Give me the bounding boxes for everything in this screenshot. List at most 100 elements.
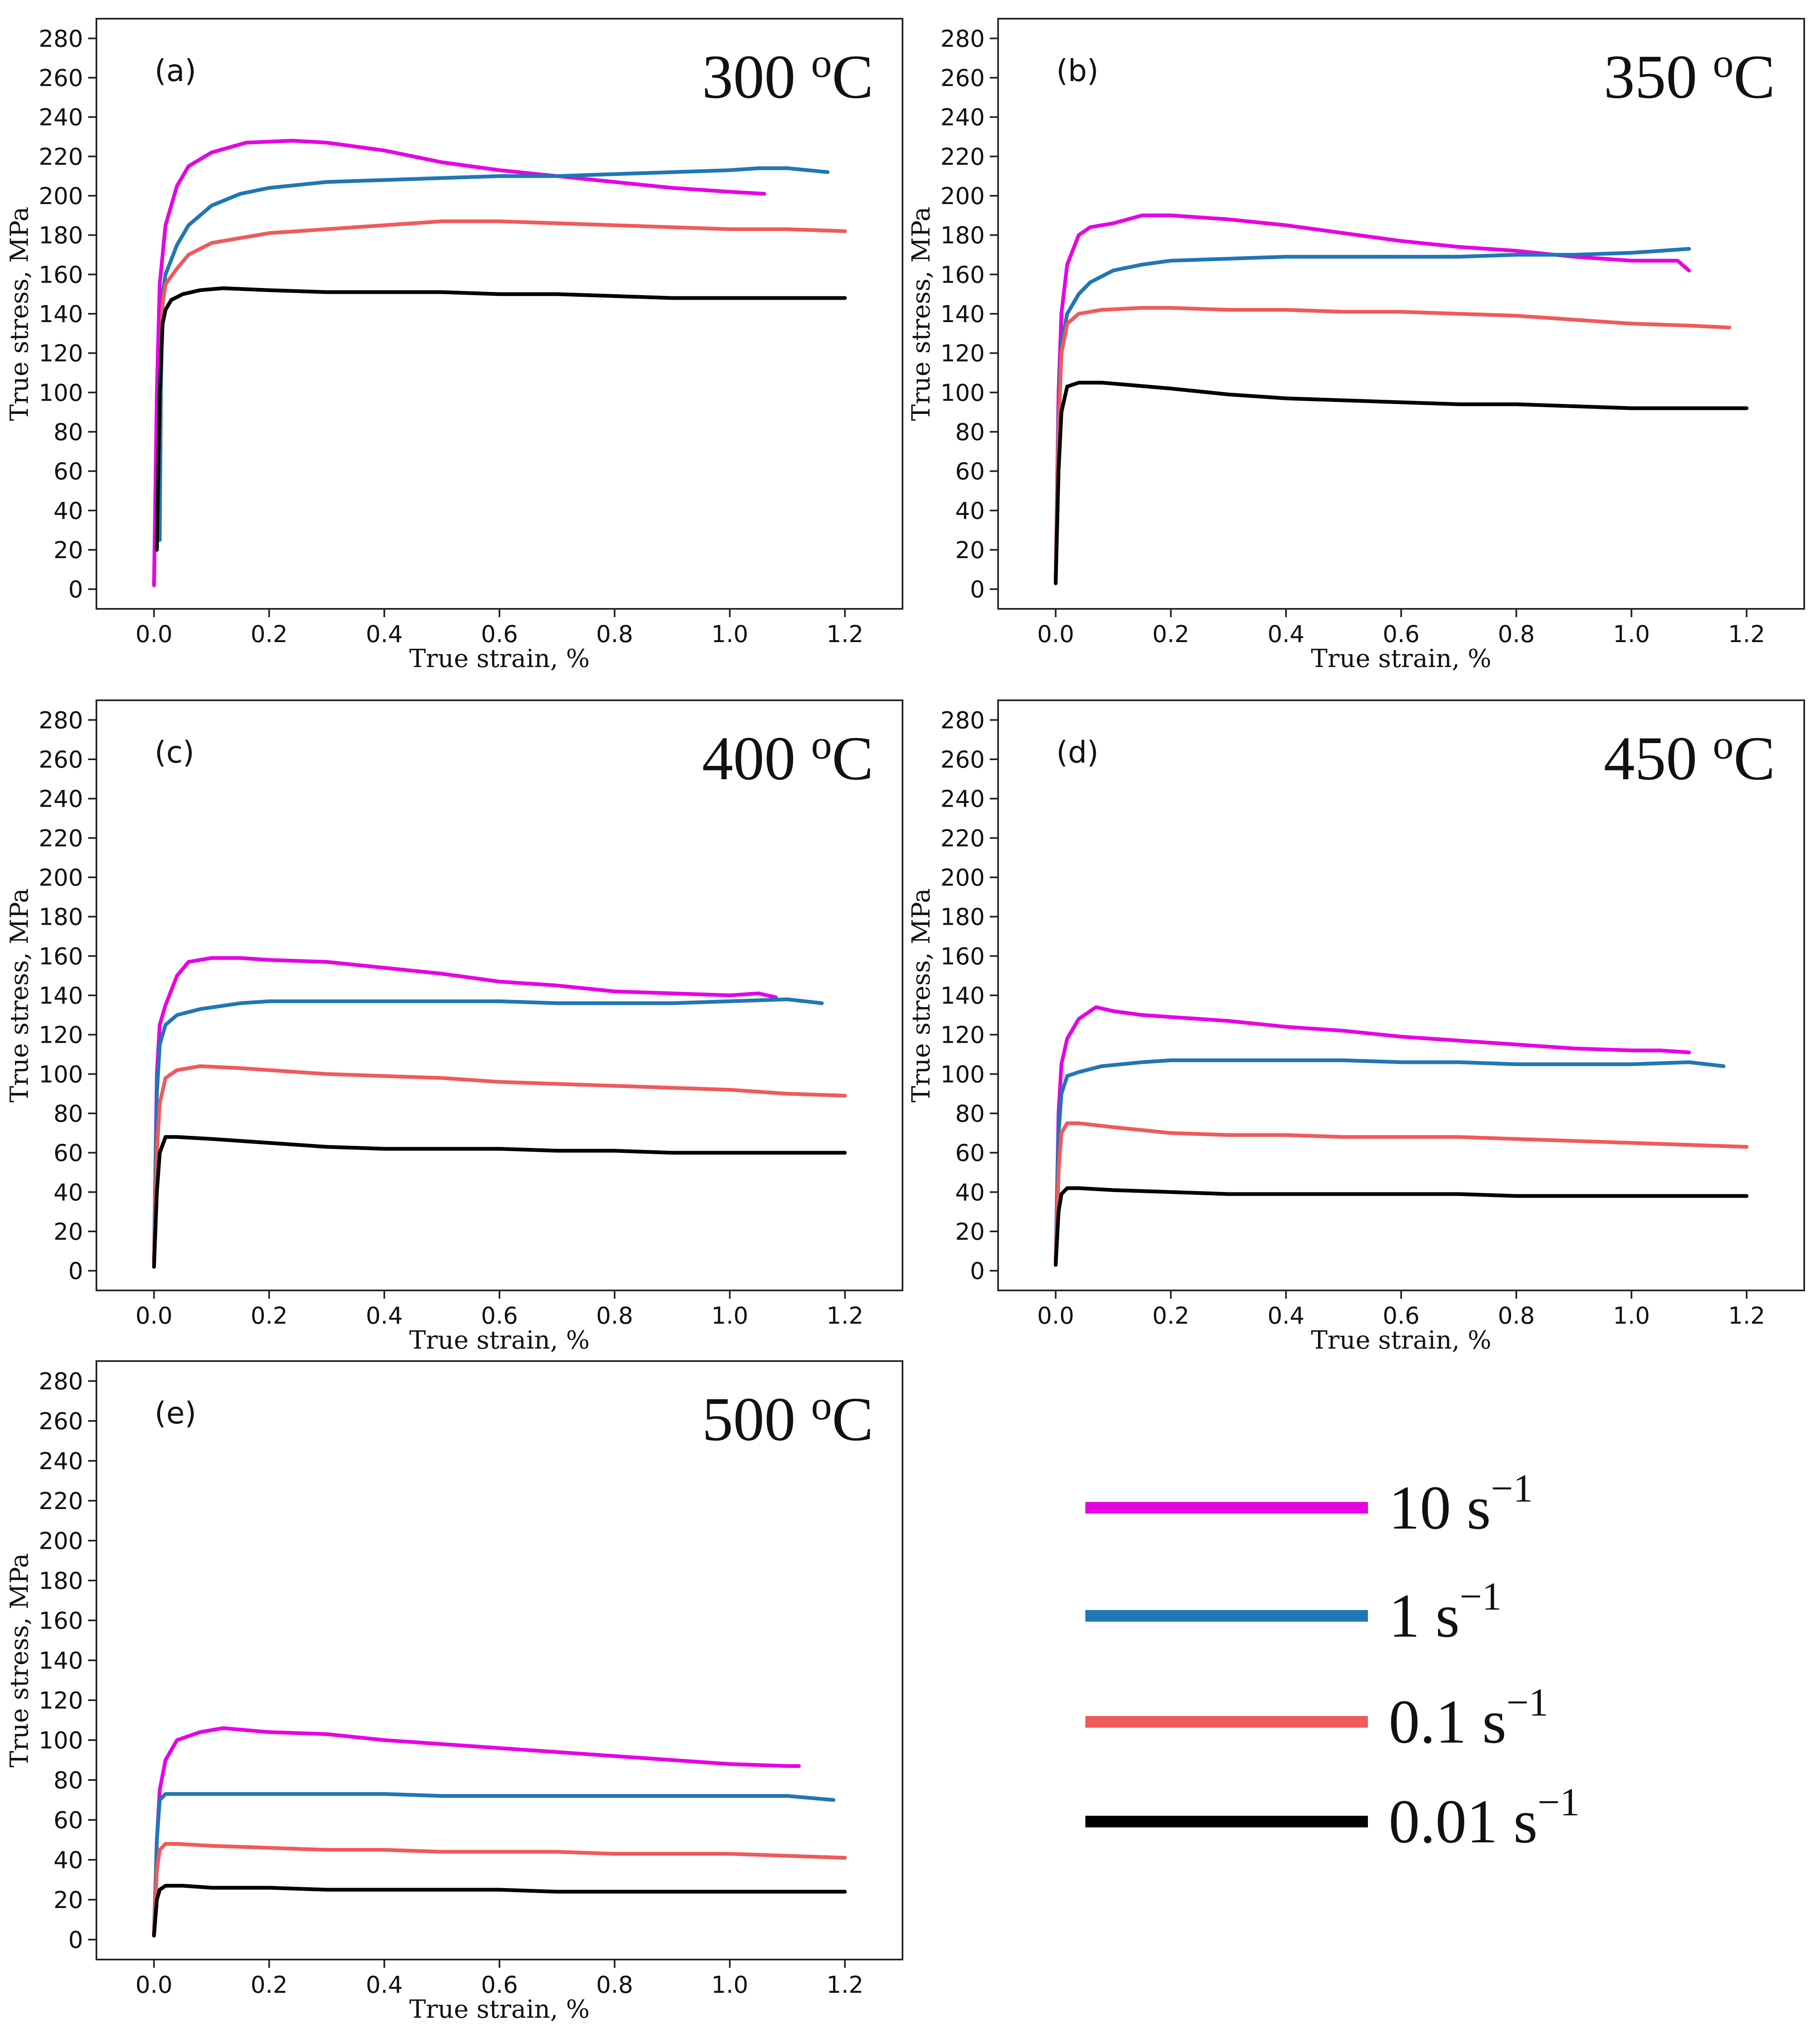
x-tick-label: 0.6 [481,1302,518,1329]
y-tick-label: 60 [54,1140,83,1167]
legend-label: 0.1 s−1 [1389,1680,1548,1756]
y-tick-label: 120 [39,1022,83,1049]
y-tick-label: 60 [54,458,83,485]
temperature-label: 300 oC [702,40,873,111]
legend-item: 1 s−1 [1085,1574,1502,1650]
chart-panels: 0204060801001201401601802002202402602800… [5,18,1805,2024]
x-tick-label: 0.8 [1498,621,1535,648]
x-tick-label: 1.2 [826,1302,863,1329]
y-tick-label: 240 [940,786,985,813]
x-axis-title: True strain, % [409,1995,590,2024]
x-axis-title: True strain, % [1311,644,1491,673]
series-line-1-per-s [157,166,830,542]
series-line-0p01-per-s [1054,381,1749,585]
x-tick-label: 0.6 [481,621,518,648]
x-tick-label: 0.4 [366,1302,403,1329]
series-line-1-per-s [1054,1058,1726,1263]
x-tick-label: 1.2 [1728,621,1765,648]
x-tick-label: 0.6 [1382,621,1419,648]
y-axis-title: True stress, MPa [5,888,34,1103]
y-tick-label: 100 [39,1061,83,1088]
y-tick-label: 120 [39,340,83,367]
y-tick-label: 200 [940,183,985,210]
y-axis-title: True stress, MPa [5,1553,34,1768]
x-tick-label: 1.0 [1613,1302,1650,1329]
x-tick-label: 0.2 [251,1972,288,1999]
y-tick-label: 220 [39,143,83,170]
y-tick-label: 200 [39,864,83,891]
y-tick-label: 140 [940,982,985,1009]
panel-d: 0 20 40 60 80 100 120 140 160 180 200 220 240 260 280 0… [907,699,1805,1355]
x-tick-label: 0.2 [1152,1302,1189,1329]
x-tick-label: 1.2 [1728,1302,1765,1329]
x-tick-label: 0.0 [1037,621,1074,648]
series-line-0p1-per-s [1054,1121,1749,1267]
temperature-label: 450 oC [1604,721,1775,793]
y-tick-label: 0 [970,576,985,603]
x-tick-label: 1.0 [1613,621,1650,648]
y-tick-label: 40 [955,497,985,524]
y-tick-label: 140 [39,301,83,328]
series-line-10-per-s [152,1726,801,1936]
panel-label: (d) [1056,735,1099,770]
panel-label: (c) [155,735,194,770]
y-tick-label: 160 [39,1608,83,1635]
series-line-10-per-s [152,956,778,1263]
y-tick-label: 200 [39,183,83,210]
y-tick-label: 60 [955,458,985,485]
panel-label: (e) [155,1396,196,1430]
y-tick-label: 160 [39,261,83,288]
y-tick-label: 40 [54,1179,83,1206]
x-tick-label: 1.0 [711,1302,748,1329]
y-tick-label: 180 [940,222,985,249]
y-tick-label: 140 [39,1647,83,1674]
y-axis-title: True stress, MPa [907,207,936,421]
y-tick-label: 20 [54,1887,83,1914]
x-tick-label: 0.8 [1498,1302,1535,1329]
y-axis-title: True stress, MPa [907,888,936,1103]
panel-label: (b) [1056,53,1099,88]
x-tick-label: 0.0 [135,1972,172,1999]
y-tick-label: 120 [940,1022,985,1049]
panel-label: (a) [155,53,196,88]
x-axis-title: True strain, % [409,1326,590,1355]
y-tick-label: 280 [39,25,83,52]
y-tick-label: 20 [54,1219,83,1246]
y-tick-label: 180 [39,904,83,931]
y-tick-label: 280 [39,1368,83,1395]
y-tick-label: 180 [39,1568,83,1595]
x-tick-label: 0.4 [366,1972,403,1999]
x-tick-label: 1.0 [711,621,748,648]
y-tick-label: 200 [940,864,985,891]
x-tick-label: 0.6 [1382,1302,1419,1329]
series-line-0p1-per-s [152,1842,847,1936]
x-tick-label: 1.2 [826,1972,863,1999]
y-tick-label: 80 [955,419,985,446]
y-tick-label: 200 [39,1528,83,1555]
y-tick-label: 100 [39,379,83,406]
temperature-label: 400 oC [702,721,873,793]
series-line-0p1-per-s [155,219,847,552]
y-tick-label: 280 [940,707,985,734]
y-tick-label: 80 [54,419,83,446]
x-tick-label: 0.8 [596,1972,633,1999]
x-tick-label: 0.2 [251,1302,288,1329]
y-tick-label: 80 [54,1767,83,1794]
x-tick-label: 0.2 [251,621,288,648]
x-tick-label: 0.8 [596,621,633,648]
y-tick-label: 80 [54,1101,83,1128]
legend-label: 1 s−1 [1389,1574,1502,1650]
series-line-10-per-s [1054,213,1691,581]
y-tick-label: 20 [955,537,985,564]
y-tick-label: 140 [39,982,83,1009]
x-tick-label: 0.0 [135,621,172,648]
y-tick-label: 220 [39,1488,83,1515]
series-line-1-per-s [1054,247,1691,581]
x-axis-title: True strain, % [409,644,590,673]
legend-item: 0.1 s−1 [1085,1680,1548,1756]
y-tick-label: 120 [940,340,985,367]
legend-label: 0.01 s−1 [1389,1780,1579,1856]
legend-label: 10 s−1 [1389,1466,1533,1542]
y-tick-label: 160 [940,261,985,288]
